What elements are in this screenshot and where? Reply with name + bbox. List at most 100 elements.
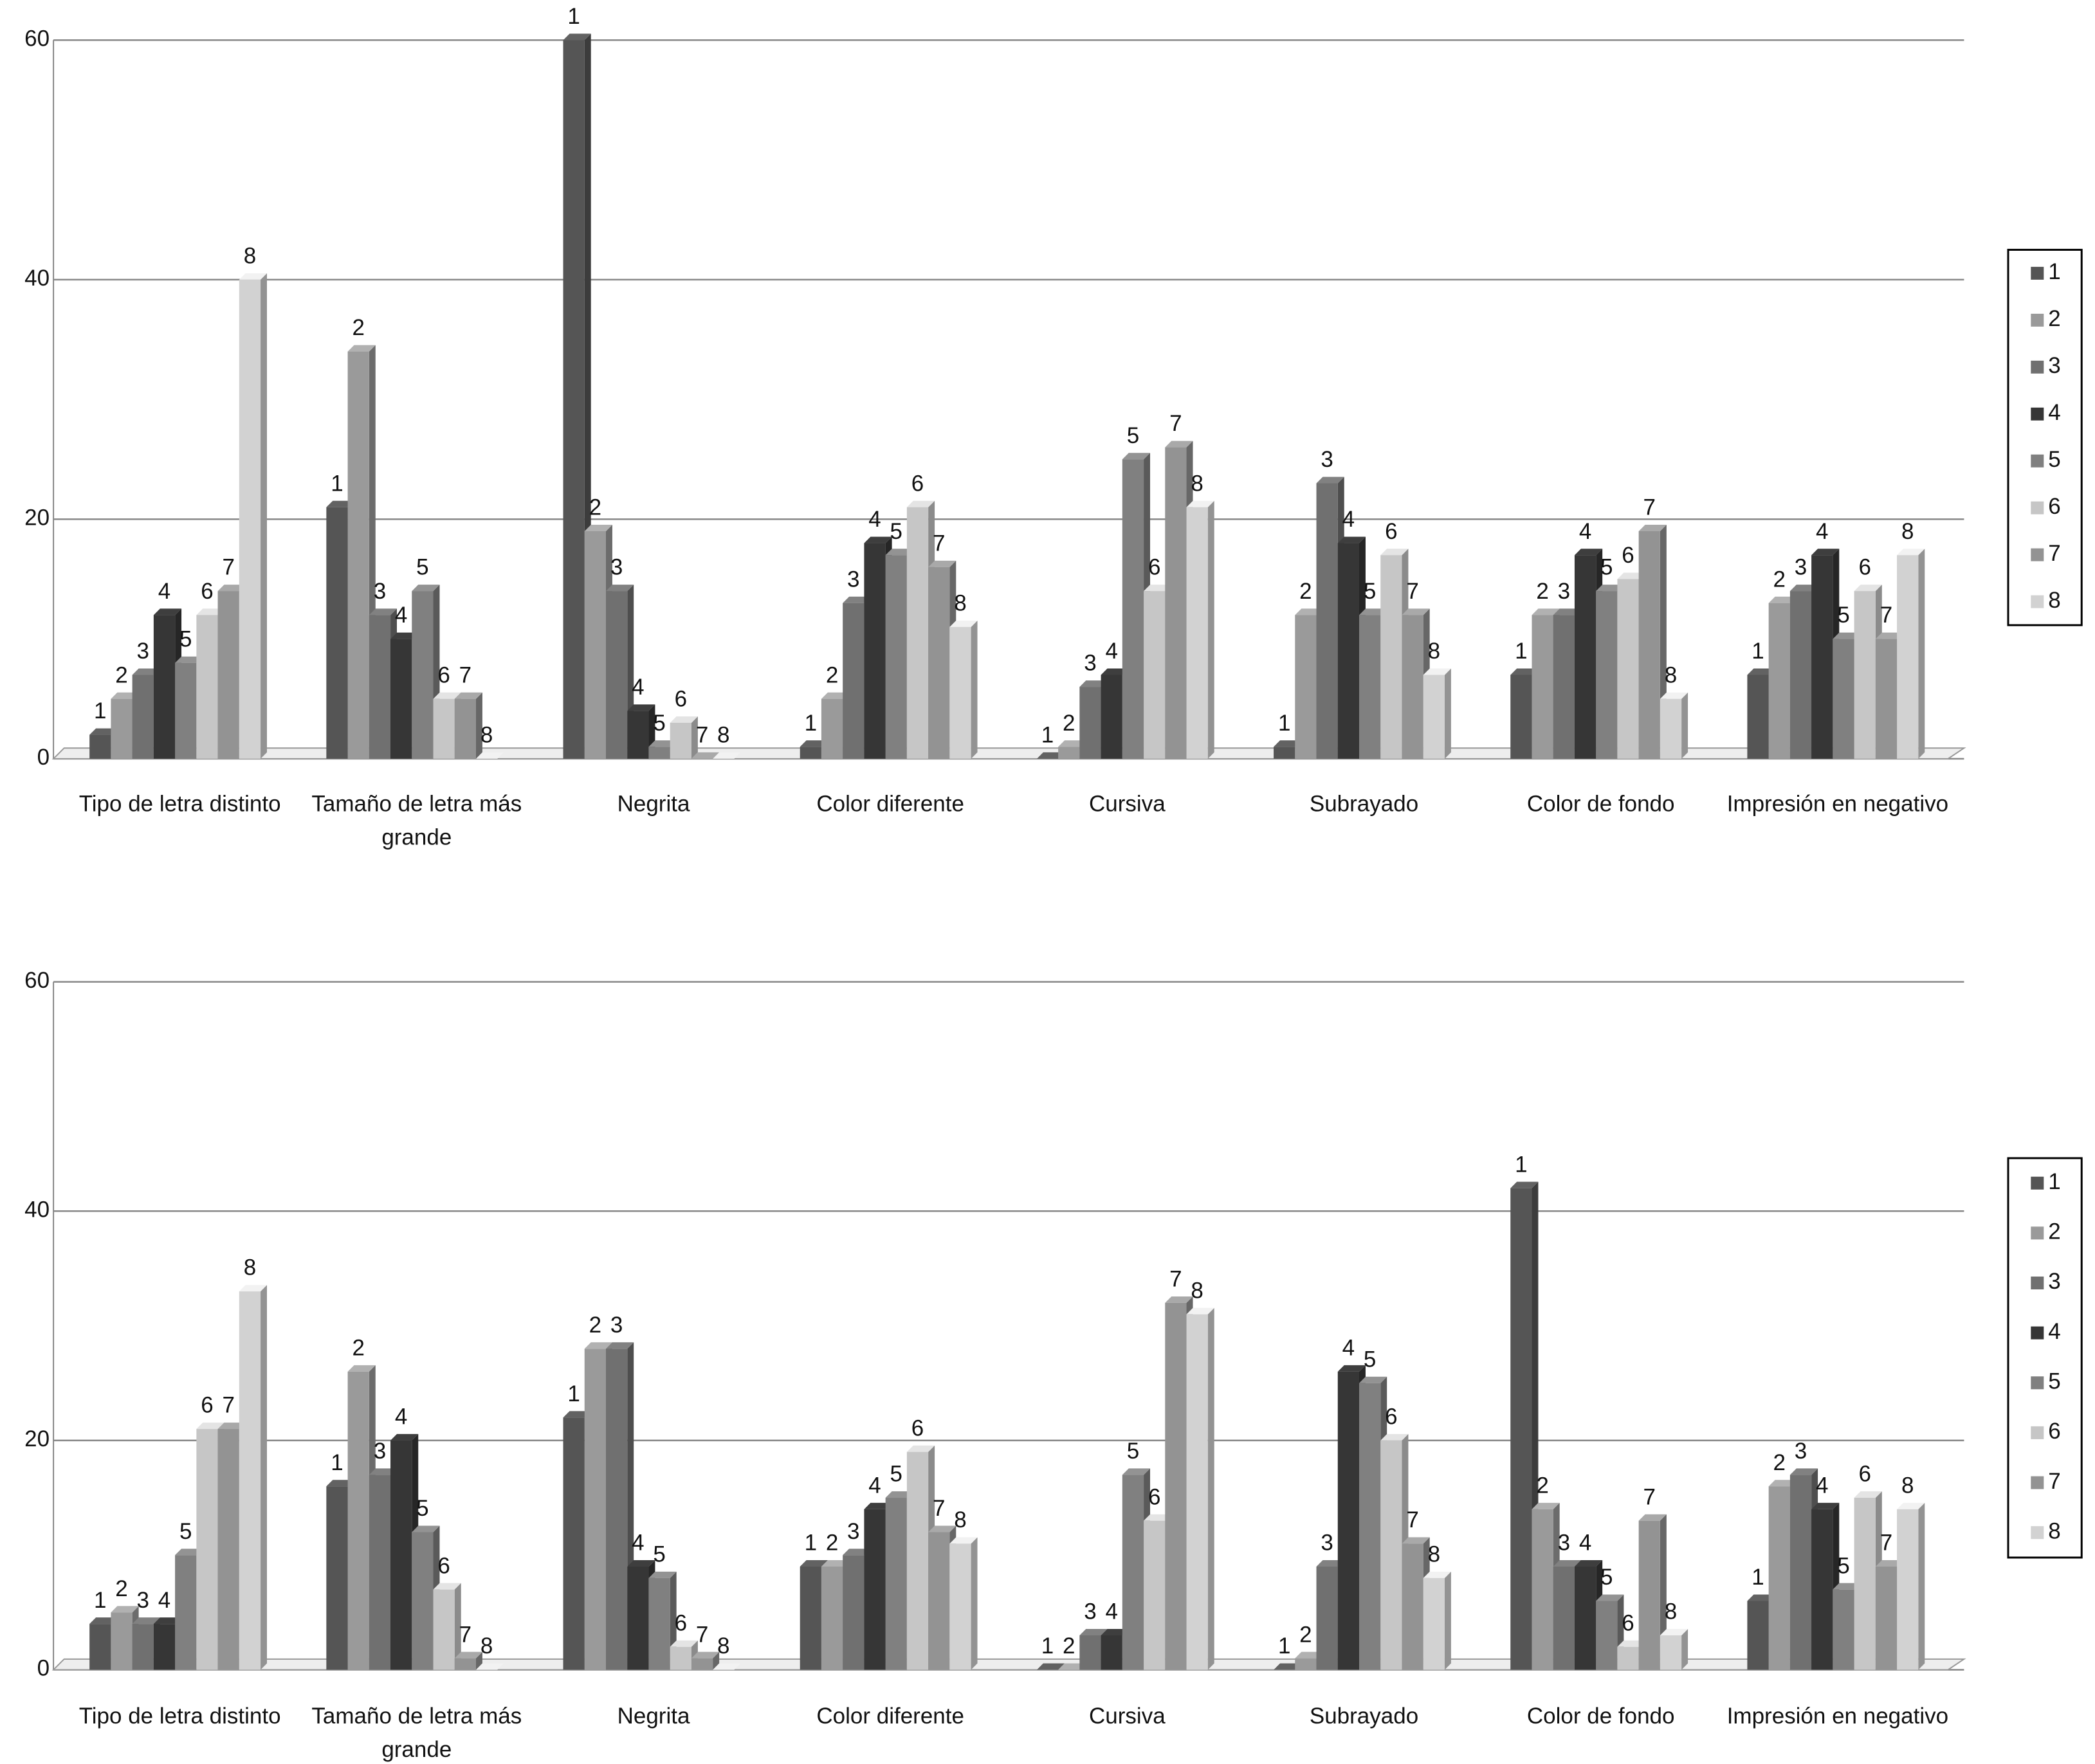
bar [1316, 483, 1338, 759]
bar [864, 543, 886, 759]
bar-top [670, 1640, 698, 1647]
bar [217, 591, 239, 759]
data-label: 6 [1858, 1462, 1871, 1487]
bar-side [1918, 549, 1925, 759]
bar-top [1660, 692, 1688, 699]
data-label: 2 [1773, 567, 1786, 592]
legend-swatch [2031, 266, 2044, 280]
legend-label: 6 [2048, 1419, 2060, 1444]
bar [1789, 591, 1812, 759]
bar [1359, 1383, 1381, 1670]
bar-top [1768, 1480, 1797, 1487]
bar [906, 507, 929, 759]
x-tick-label: Tipo de letra distinto [79, 1704, 281, 1729]
data-label: 8 [954, 591, 966, 616]
data-label: 4 [1579, 519, 1591, 544]
legend-swatch [2031, 1476, 2044, 1489]
bar-top [1380, 549, 1409, 556]
data-label: 8 [717, 1633, 729, 1659]
bar-top [347, 1365, 376, 1372]
bar-top [1402, 1537, 1430, 1544]
bar-side [713, 1651, 720, 1670]
data-label: 5 [179, 626, 192, 651]
data-label: 3 [1795, 555, 1807, 580]
bar [1811, 1509, 1833, 1670]
bar [1144, 1520, 1166, 1670]
legend-swatch [2031, 1426, 2044, 1439]
bar [217, 1429, 239, 1670]
y-tick-label: 60 [24, 968, 50, 993]
bar [1897, 555, 1919, 759]
bar [885, 555, 907, 759]
bar [605, 1349, 628, 1670]
bar-top [475, 752, 504, 759]
bar [1789, 1475, 1812, 1670]
bar [1359, 615, 1381, 759]
x-tick-label: Subrayado [1310, 1704, 1418, 1729]
data-label: 4 [868, 1473, 881, 1498]
bar-top [369, 1468, 398, 1475]
bar-top [1122, 453, 1151, 460]
data-label: 8 [954, 1507, 966, 1532]
bar-top [369, 608, 398, 615]
bar-top [153, 608, 182, 615]
data-label: 1 [331, 471, 343, 496]
x-tick-label: Negrita [618, 792, 690, 817]
data-label: 4 [1816, 1473, 1828, 1498]
bar-top [605, 1342, 634, 1349]
bar [563, 1417, 585, 1670]
x-tick-label: Tipo de letra distinto [79, 792, 281, 817]
data-label: 5 [1837, 1553, 1849, 1578]
bar-top [1079, 1629, 1108, 1635]
data-label: 2 [352, 1336, 364, 1361]
bar-top [1789, 585, 1818, 592]
legend-swatch [2031, 595, 2044, 608]
data-label: 6 [201, 1393, 213, 1418]
bar [1101, 1635, 1122, 1670]
legend-label: 2 [2048, 306, 2060, 331]
y-tick-label: 0 [37, 745, 50, 770]
bar [800, 1566, 821, 1670]
data-label: 5 [1837, 603, 1849, 628]
bar-top [1165, 441, 1193, 448]
bar-top [1359, 1376, 1387, 1383]
x-tick-label: Negrita [618, 1704, 690, 1729]
bar [89, 1624, 111, 1670]
bar [1423, 675, 1445, 759]
bar-top [1186, 1307, 1214, 1314]
bar-top [1532, 1502, 1560, 1509]
data-label: 7 [1880, 1531, 1892, 1556]
bar [1553, 615, 1575, 759]
bar-top [1036, 752, 1065, 759]
data-label: 4 [1342, 1336, 1355, 1361]
bar [1553, 1566, 1575, 1670]
data-label: 8 [1901, 1473, 1914, 1498]
legend-swatch [2031, 501, 2044, 514]
bar-top [1058, 1663, 1086, 1670]
legend-swatch [2031, 1176, 2044, 1190]
data-label: 6 [201, 579, 213, 604]
bar-top [800, 740, 828, 747]
data-label: 8 [480, 722, 493, 747]
bar-top [1295, 1651, 1323, 1659]
bar-top [843, 1549, 871, 1556]
bar-top [563, 1411, 591, 1418]
data-label: 8 [1191, 471, 1203, 496]
bar-top [627, 704, 655, 711]
bar [390, 1440, 412, 1670]
legend-box [2007, 248, 2083, 626]
bar-top [1337, 536, 1366, 543]
bar [584, 1349, 606, 1670]
bar [1058, 747, 1080, 759]
legend-label: 7 [2048, 1469, 2060, 1494]
x-tick-label: Impresión en negativo [1727, 792, 1948, 817]
x-tick-label: Cursiva [1089, 792, 1166, 817]
legend-label: 1 [2048, 259, 2060, 284]
bar-top [326, 1480, 354, 1487]
bar-top [111, 692, 139, 699]
x-tick-label: Tamaño de letra más grande [311, 792, 522, 850]
bar-top [864, 536, 892, 543]
bar [111, 698, 133, 759]
bar-top [1380, 1433, 1409, 1441]
bar [132, 675, 154, 759]
